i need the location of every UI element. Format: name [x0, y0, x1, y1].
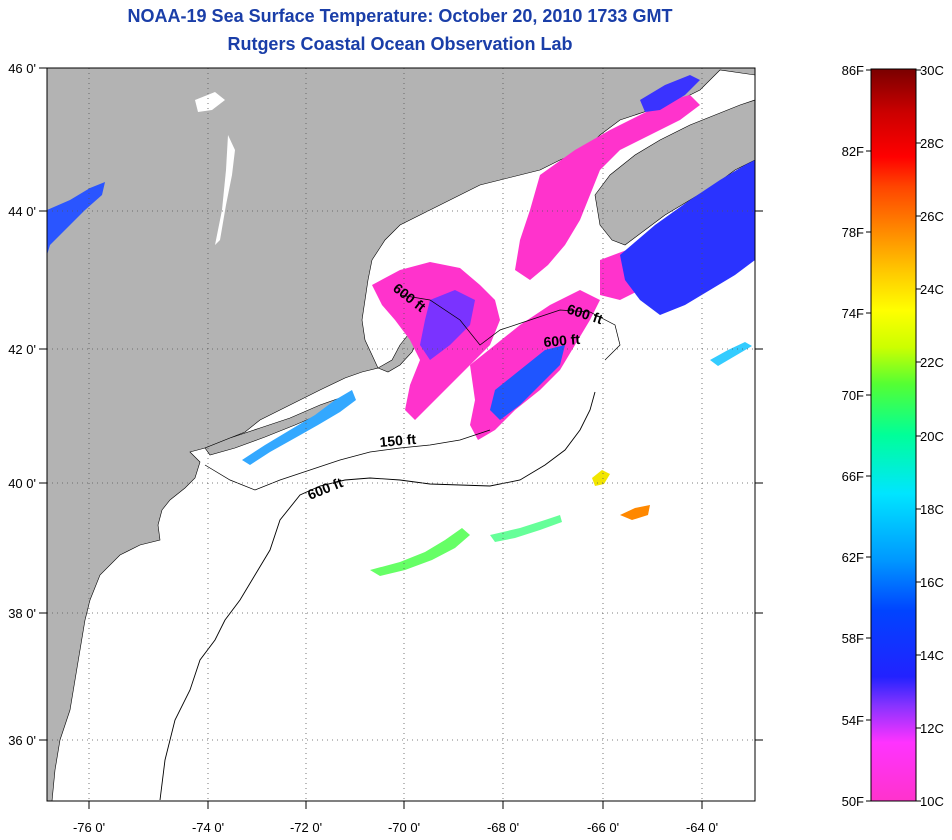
- sst-patch-blue-northeast: [640, 75, 700, 112]
- lon-label: -74 0': [192, 820, 224, 835]
- map-graticule: [47, 68, 755, 801]
- isobath-150ft: [204, 429, 491, 491]
- colorbar-c-label: 22C: [920, 355, 944, 370]
- sst-lake-ontario: [47, 182, 105, 255]
- lat-label: 38 0': [8, 606, 36, 621]
- colorbar-c-label: 20C: [920, 429, 944, 444]
- lon-label: -76 0': [73, 820, 105, 835]
- colorbar: 86F 82F 78F 74F 70F 66F 62F 58F 54F 50F …: [842, 63, 944, 809]
- colorbar-c-label: 30C: [920, 63, 944, 78]
- isobath-600ft-gom: [399, 294, 621, 361]
- sst-patch-cyan-east: [710, 342, 752, 366]
- sst-patch-purple-gom: [420, 290, 475, 360]
- colorbar-c-label: 16C: [920, 575, 944, 590]
- colorbar-c-label: 28C: [920, 136, 944, 151]
- lat-label: 42 0': [8, 342, 36, 357]
- colorbar-f-label: 82F: [842, 144, 864, 159]
- latitude-labels: 46 0' 44 0' 42 0' 40 0' 38 0' 36 0': [8, 61, 36, 748]
- sst-patch-green-offshore: [370, 528, 470, 576]
- map-ticks: [39, 67, 763, 809]
- lon-label: -68 0': [487, 820, 519, 835]
- colorbar-f-label: 86F: [842, 63, 864, 78]
- colorbar-c-label: 10C: [920, 794, 944, 809]
- isobath-label-150ft: 150 ft: [379, 431, 417, 450]
- map-title: NOAA-19 Sea Surface Temperature: October…: [127, 6, 673, 26]
- colorbar-f-label: 70F: [842, 388, 864, 403]
- colorbar-f-label: 50F: [842, 794, 864, 809]
- lon-label: -64 0': [686, 820, 718, 835]
- lon-label: -72 0': [290, 820, 322, 835]
- colorbar-f-label: 74F: [842, 306, 864, 321]
- colorbar-c-label: 24C: [920, 282, 944, 297]
- lon-label: -66 0': [587, 820, 619, 835]
- colorbar-f-label: 78F: [842, 225, 864, 240]
- longitude-labels: -76 0' -74 0' -72 0' -70 0' -68 0' -66 0…: [73, 820, 718, 835]
- lat-label: 44 0': [8, 204, 36, 219]
- map-subtitle: Rutgers Coastal Ocean Observation Lab: [227, 34, 573, 54]
- sst-patch-yellow: [592, 470, 610, 486]
- map-frame: [46, 67, 756, 802]
- lat-label: 40 0': [8, 476, 36, 491]
- lon-label: -70 0': [388, 820, 420, 835]
- sst-patch-cyan-ri: [242, 390, 356, 465]
- colorbar-c-label: 26C: [920, 209, 944, 224]
- map-panel: 600 ft 600 ft 600 ft 150 ft 600 ft: [47, 68, 755, 801]
- lake-region: [195, 92, 225, 112]
- lake-champlain: [215, 135, 235, 245]
- colorbar-f-label: 62F: [842, 550, 864, 565]
- sst-patch-magenta-north: [515, 95, 700, 280]
- colorbar-c-label: 18C: [920, 502, 944, 517]
- colorbar-c-label: 14C: [920, 648, 944, 663]
- sst-patch-blue-east: [620, 160, 755, 315]
- colorbar-f-label: 66F: [842, 469, 864, 484]
- colorbar-f-label: 58F: [842, 631, 864, 646]
- sst-patch-green-mid: [490, 515, 562, 542]
- colorbar-f-label: 54F: [842, 713, 864, 728]
- colorbar-gradient: [870, 68, 917, 802]
- lat-label: 46 0': [8, 61, 36, 76]
- sst-patch-blue-georges: [490, 345, 565, 420]
- colorbar-c-label: 12C: [920, 721, 944, 736]
- isobath-label-georges: 600 ft: [543, 331, 581, 350]
- lat-label: 36 0': [8, 733, 36, 748]
- sst-patch-orange: [620, 505, 650, 520]
- isobath-600ft-shelf: [159, 391, 596, 801]
